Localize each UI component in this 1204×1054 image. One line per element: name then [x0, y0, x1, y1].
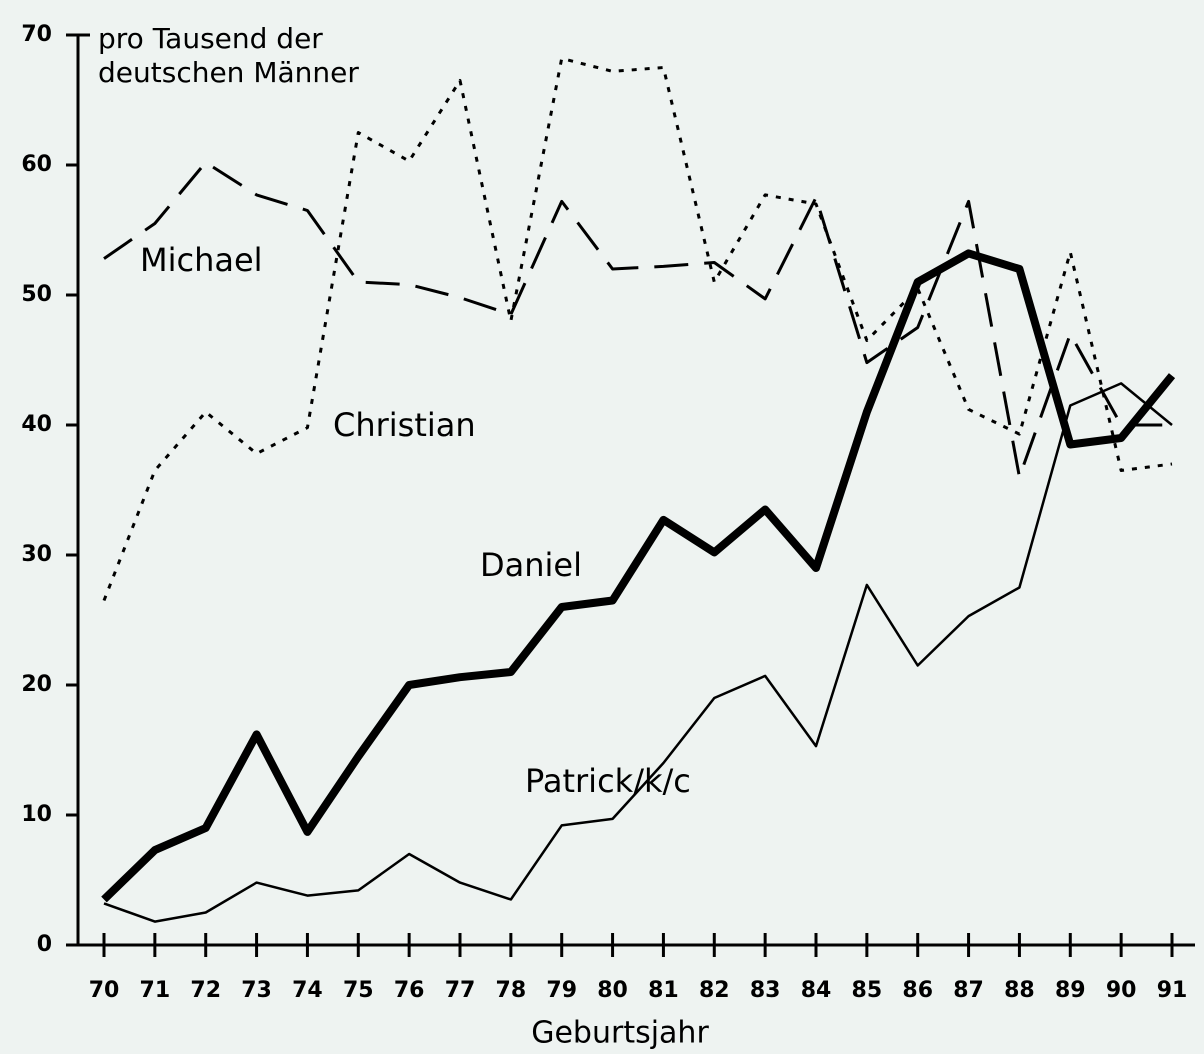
y-tick-label: 20: [21, 672, 52, 697]
x-tick-label: 82: [699, 978, 730, 1003]
x-axis-label: Geburtsjahr: [531, 1016, 709, 1051]
x-tick-label: 70: [89, 978, 120, 1003]
y-tick-label: 70: [21, 22, 52, 47]
x-tick-label: 84: [801, 978, 832, 1003]
series-label: Daniel: [480, 546, 582, 584]
x-tick-label: 72: [190, 978, 221, 1003]
y-tick-label: 10: [21, 802, 52, 827]
y-tick-label: 40: [21, 412, 52, 437]
series-line: [103, 382, 1173, 923]
y-tick-label: 0: [37, 932, 52, 957]
x-tick-label: 75: [343, 978, 374, 1003]
x-tick-label: 85: [852, 978, 883, 1003]
x-tick-label: 77: [445, 978, 476, 1003]
y-tick-label: 50: [21, 282, 52, 307]
y-tick-label: 60: [21, 152, 52, 177]
x-tick-label: 86: [902, 978, 933, 1003]
x-tick-label: 91: [1157, 978, 1188, 1003]
x-tick-label: 81: [648, 978, 679, 1003]
series-line: [103, 160, 1172, 479]
series-line: [101, 249, 1176, 903]
x-tick-label: 87: [953, 978, 984, 1003]
x-tick-label: 73: [241, 978, 272, 1003]
x-tick-label: 78: [496, 978, 527, 1003]
x-tick-label: 83: [750, 978, 781, 1003]
y-tick-label: 30: [21, 542, 52, 567]
y-axis-label: deutschen Männer: [98, 56, 359, 89]
x-tick-label: 74: [292, 978, 323, 1003]
x-tick-label: 76: [394, 978, 425, 1003]
x-tick-label: 71: [140, 978, 171, 1003]
x-tick-label: 89: [1055, 978, 1086, 1003]
x-tick-label: 88: [1004, 978, 1035, 1003]
x-tick-label: 90: [1106, 978, 1137, 1003]
series-line: [102, 56, 1173, 602]
x-tick-label: 79: [546, 978, 577, 1003]
y-axis-label: pro Tausend der: [98, 22, 323, 55]
series-label: Michael: [140, 241, 263, 279]
x-tick-label: 80: [597, 978, 628, 1003]
series-label: Christian: [333, 406, 476, 444]
series-label: Patrick/k/c: [525, 762, 691, 800]
